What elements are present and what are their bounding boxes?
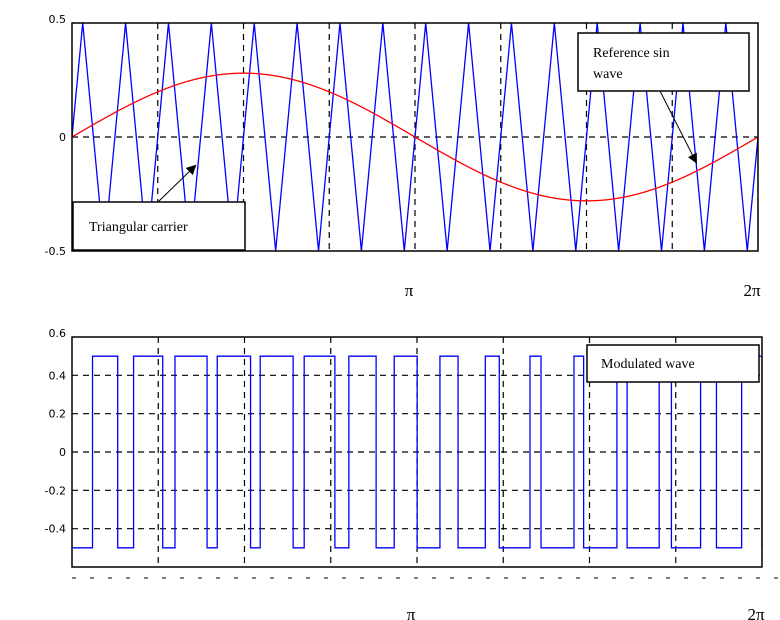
y-tick-label: 0.2 [49,408,67,421]
reference-label-box [577,32,750,92]
carrier-label: Triangular carrier [89,220,188,235]
carrier-arrow [157,164,197,203]
y-tick-label: 0 [59,131,66,144]
reference-series-line [72,72,758,202]
carrier-label-box [72,201,246,251]
x-tick-label: 2π [747,605,765,620]
y-tick-label: 0.6 [49,327,67,340]
y-tick-label: -0.5 [45,245,66,258]
modulated-label: Modulated wave [601,357,695,372]
axes-frame [71,336,763,568]
y-tick-label: -0.2 [45,484,66,497]
y-tick-label: 0.4 [49,369,67,382]
reference-arrow [659,90,697,164]
axes-frame [71,22,759,252]
x-tick-label: 2π [743,281,761,300]
reference-label-line1: Reference sin [593,46,670,61]
x-tick-label: π [407,605,416,620]
modulated-label-box [586,344,760,383]
y-tick-label: -0.4 [45,523,66,536]
reference-label-line2: wave [593,67,623,82]
annotations: Triangular carrier Reference sin wave Modul… [72,32,760,383]
y-tick-label: 0 [59,446,66,459]
y-tick-label: 0.5 [49,13,67,26]
modulated-series-line [72,355,762,549]
x-tick-label: π [405,281,414,300]
